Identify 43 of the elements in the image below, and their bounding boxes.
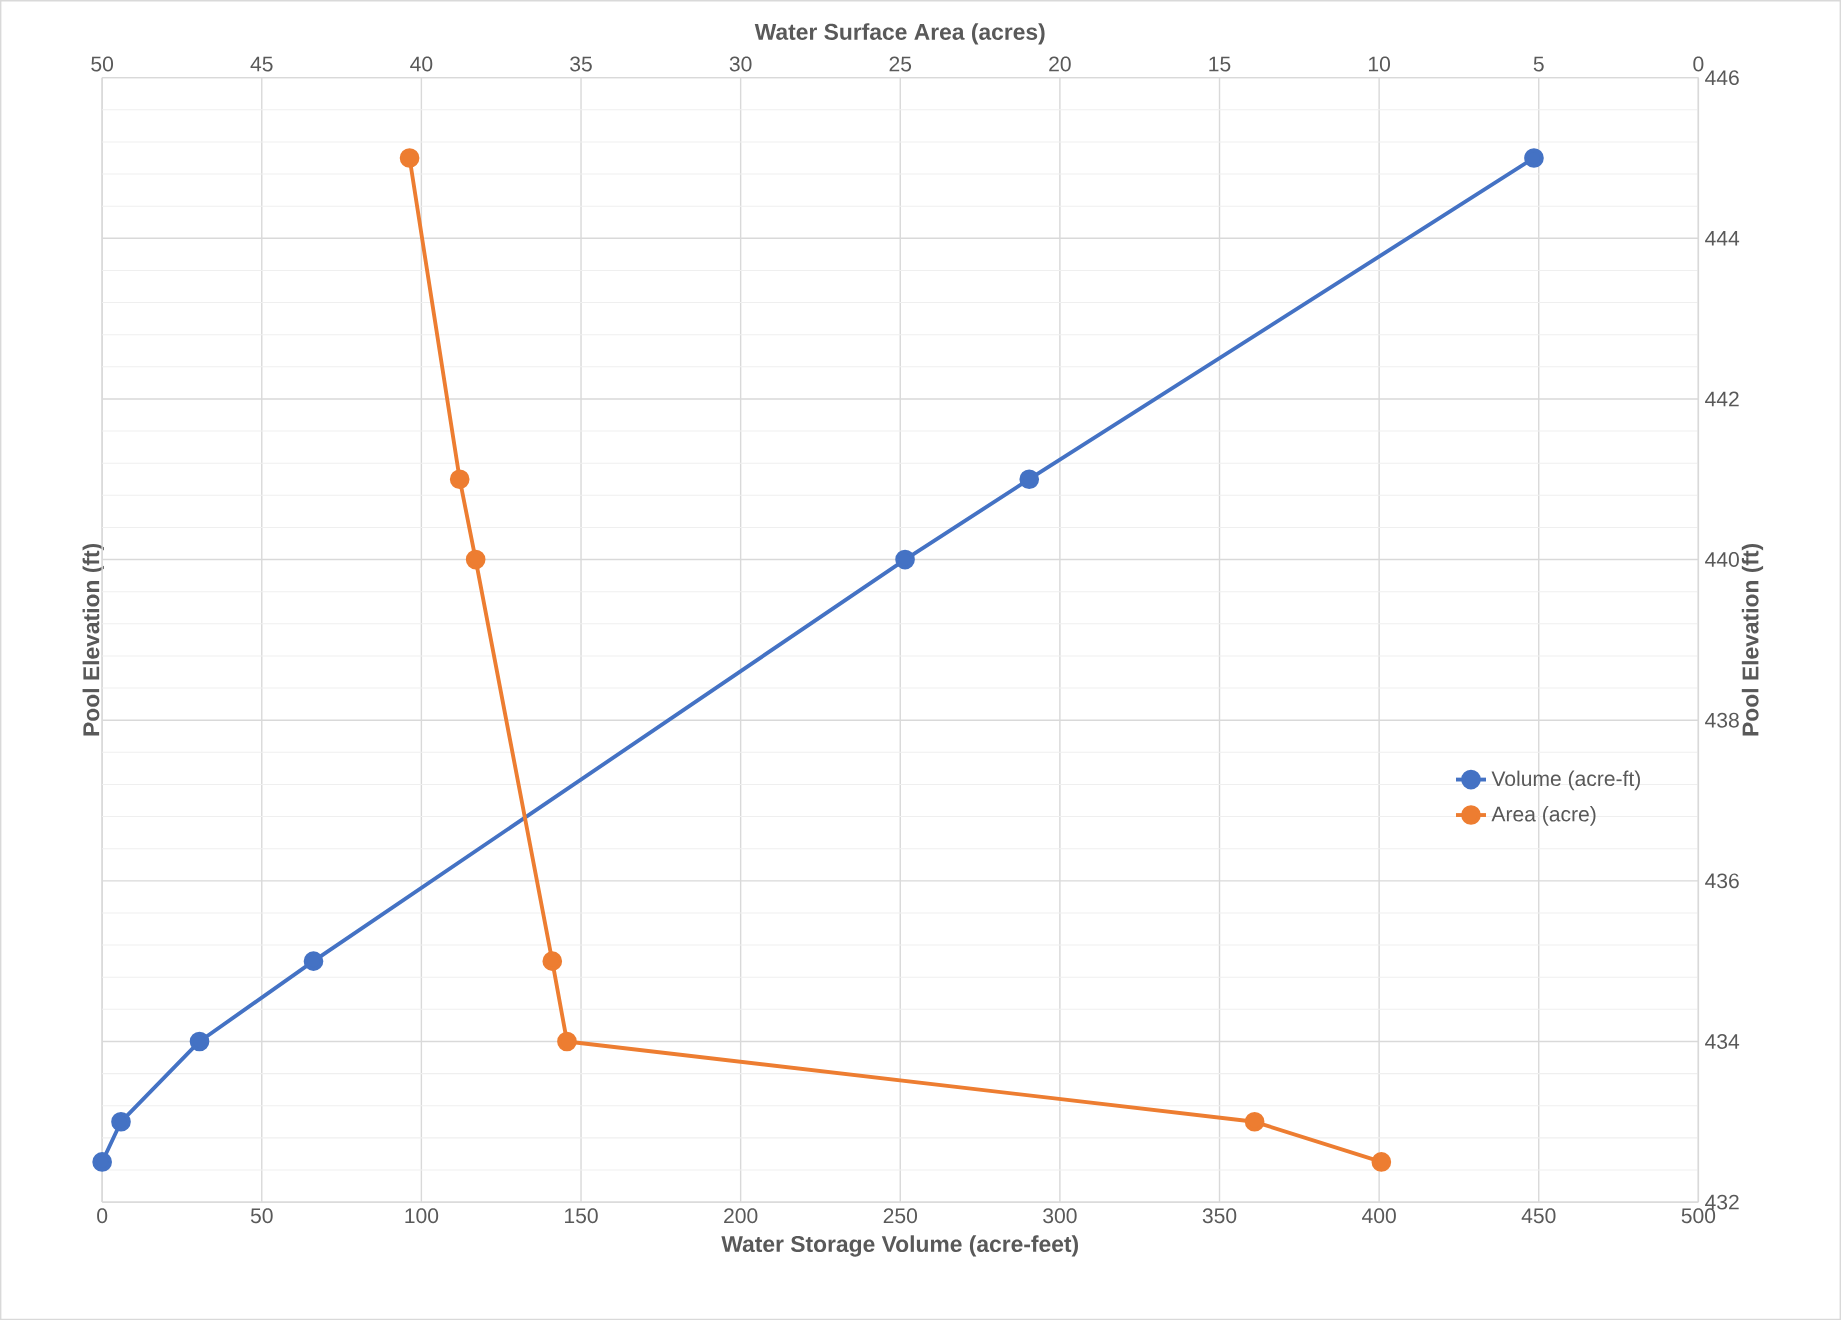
x-tick-label: 100 (405, 1208, 439, 1224)
legend-label: Volume (acre-ft) (1491, 770, 1641, 791)
x2-tick-label: 25 (889, 56, 912, 72)
x2-tick-label: 15 (1209, 56, 1231, 72)
x-tick-label: 250 (883, 1208, 918, 1224)
x-axis-title: Water Storage Volume (acre-feet) (721, 1235, 1079, 1257)
x-tick-label: 150 (565, 1208, 598, 1224)
x-tick-label: 450 (1521, 1208, 1556, 1224)
x2-axis-title: Water Surface Area (acres) (754, 23, 1045, 45)
point (111, 1111, 131, 1132)
x2-tick-label: 20 (1049, 56, 1071, 72)
y-tick-label: 438 (1705, 712, 1739, 728)
point (303, 951, 324, 971)
x-tick-label: 500 (1681, 1208, 1716, 1224)
x-tick-label: 200 (724, 1208, 758, 1224)
x-tick-label: 350 (1202, 1208, 1237, 1224)
x-tick-label: 50 (250, 1208, 273, 1224)
x2-tick-label: 50 (91, 56, 114, 72)
y-tick-label: 432 (1705, 1194, 1739, 1210)
y-tick-label: 442 (1705, 391, 1739, 407)
x2-tick-label: 35 (570, 56, 592, 72)
point (1019, 469, 1040, 489)
x-tick-label: 0 (97, 1208, 108, 1224)
point (92, 1151, 112, 1172)
x2-tick-label: 40 (410, 56, 433, 72)
x2-tick-label: 10 (1368, 56, 1391, 72)
y-tick-label: 434 (1705, 1033, 1740, 1049)
point (895, 549, 915, 570)
x2-tick-label: 45 (250, 56, 273, 72)
x-tick-label: 300 (1043, 1208, 1077, 1224)
point (189, 1031, 210, 1052)
x-tick-label: 400 (1362, 1208, 1396, 1224)
y-tick-label: 444 (1705, 230, 1740, 246)
y-axis-title: Pool Elevation (ft) (82, 543, 104, 736)
y-tick-label: 436 (1705, 873, 1739, 889)
legend-label: Area (acre) (1491, 805, 1596, 826)
x2-tick-label: 30 (729, 56, 752, 72)
x2-tick-label: 0 (1693, 56, 1704, 72)
y2-axis-title: Pool Elevation (ft) (1741, 543, 1764, 736)
x2-tick-label: 5 (1533, 56, 1544, 72)
y-tick-label: 440 (1705, 551, 1739, 567)
y-tick-label: 446 (1705, 70, 1739, 85)
point (1524, 148, 1544, 168)
